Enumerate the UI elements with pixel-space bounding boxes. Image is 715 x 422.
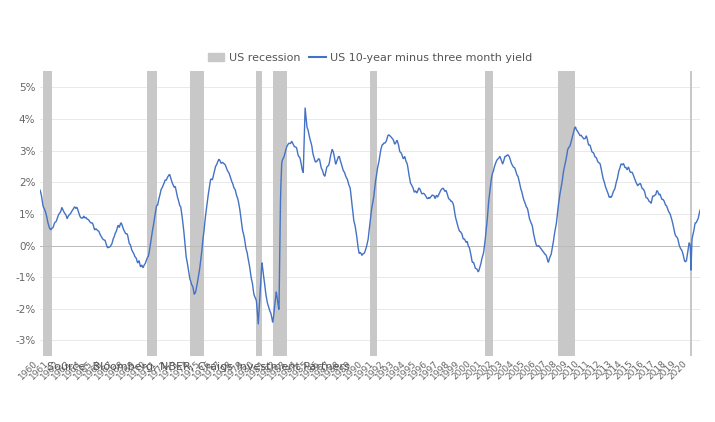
Text: Source: Bloomberg, NBER, Craigs Investment Partners: Source: Bloomberg, NBER, Craigs Investme… (46, 362, 350, 372)
Bar (370, 71, 378, 356)
Bar (558, 71, 575, 356)
Bar (189, 71, 204, 356)
Bar (690, 71, 692, 356)
Bar (272, 71, 287, 356)
Legend: US recession, US 10-year minus three month yield: US recession, US 10-year minus three mon… (203, 49, 537, 68)
Bar (43, 71, 52, 356)
Bar (485, 71, 493, 356)
Bar (257, 71, 262, 356)
Bar (147, 71, 157, 356)
